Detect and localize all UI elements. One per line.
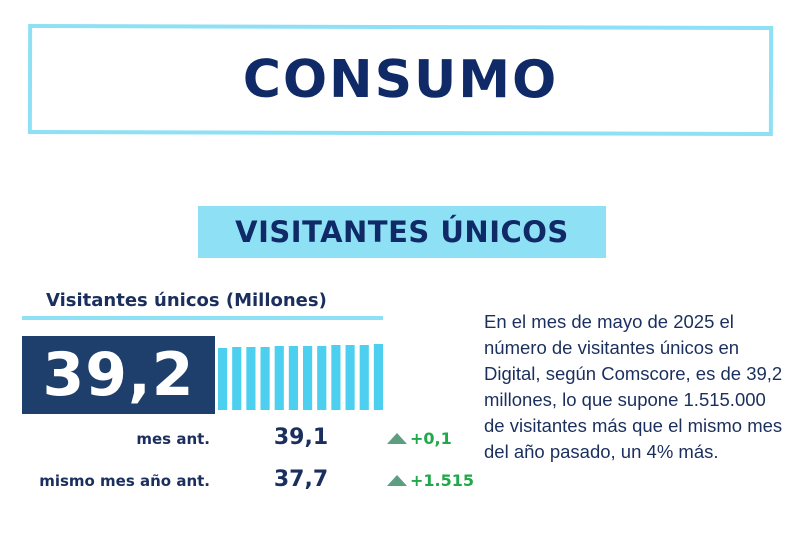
delta-value: +1.515 <box>410 471 475 490</box>
section-banner: VISITANTES ÚNICOS <box>198 206 606 258</box>
trend-bar <box>232 347 242 410</box>
metric-value-box: 39,2 <box>22 336 215 414</box>
comparison-label-prev-month: mes ant. <box>136 430 210 448</box>
page-title: CONSUMO <box>242 49 559 111</box>
trend-bar <box>359 345 369 410</box>
comparison-value-prev-month: 39,1 <box>273 425 329 450</box>
title-frame: CONSUMO <box>27 24 774 136</box>
trend-bar <box>218 348 228 410</box>
trend-bar <box>260 347 270 410</box>
trend-bar <box>345 345 355 410</box>
trend-bars <box>218 344 383 410</box>
trend-bar <box>274 346 284 410</box>
section-title: VISITANTES ÚNICOS <box>235 215 569 249</box>
metric-label-underline <box>22 316 383 320</box>
trend-bar <box>246 347 256 410</box>
trend-bar <box>303 346 313 410</box>
comparison-label-prev-year: mismo mes año ant. <box>39 472 210 490</box>
metric-label: Visitantes únicos (Millones) <box>46 290 327 311</box>
trend-bar <box>373 344 383 410</box>
comparison-value-prev-year: 37,7 <box>273 467 329 492</box>
trend-bar <box>317 346 327 410</box>
trend-bar <box>331 345 341 410</box>
description-text: En el mes de mayo de 2025 el número de v… <box>484 311 783 462</box>
up-triangle-icon <box>387 475 407 486</box>
comparison-delta-prev-year: +1.515 <box>386 471 474 490</box>
trend-bar <box>288 346 298 410</box>
metric-value: 39,2 <box>42 340 195 410</box>
delta-value: +0,1 <box>410 429 452 448</box>
up-triangle-icon <box>387 433 407 444</box>
comparison-delta-prev-month: +0,1 <box>386 429 452 448</box>
